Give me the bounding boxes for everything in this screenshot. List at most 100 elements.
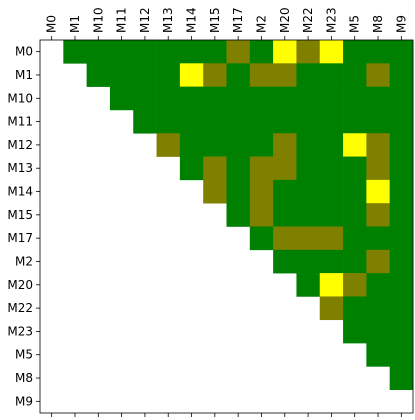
cell [273, 226, 297, 251]
cell [366, 109, 390, 134]
cell [296, 109, 321, 134]
y-tick-label: M2 [15, 254, 33, 268]
cell [273, 179, 297, 204]
cell [389, 86, 414, 111]
cell [366, 273, 390, 297]
cell [389, 296, 414, 321]
cell [133, 63, 157, 87]
cell [249, 179, 274, 204]
cell [389, 40, 414, 64]
cell [389, 109, 414, 134]
cell [343, 109, 367, 134]
x-tick-label: M13 [161, 7, 175, 33]
cell [203, 179, 227, 204]
y-tick-label: M10 [7, 91, 33, 105]
cell [296, 86, 321, 111]
cell [133, 109, 157, 134]
x-tick-label: M14 [185, 7, 199, 33]
cell [249, 156, 274, 181]
cell [319, 203, 344, 227]
cell [63, 40, 87, 64]
cell [389, 273, 414, 297]
cell [133, 86, 157, 111]
cell [179, 63, 204, 87]
cell [343, 249, 367, 274]
cell [249, 86, 274, 111]
cell [343, 133, 367, 157]
cell [389, 343, 414, 367]
cell [273, 109, 297, 134]
cell [366, 40, 390, 64]
x-tick-label: M11 [115, 7, 129, 33]
x-tick-label: M15 [208, 7, 222, 33]
cell [156, 133, 181, 157]
cell [366, 133, 390, 157]
cell [319, 249, 344, 274]
cell [109, 63, 134, 87]
x-tick-label: M1 [68, 15, 82, 33]
cell [366, 249, 390, 274]
cell [366, 343, 390, 367]
cell [273, 203, 297, 227]
y-tick-label: M20 [7, 278, 33, 292]
cell [296, 156, 321, 181]
y-tick-label: M17 [7, 231, 33, 245]
cell [156, 63, 181, 87]
y-tick-label: M8 [15, 371, 33, 385]
cell [319, 156, 344, 181]
cell [366, 156, 390, 181]
cell [226, 63, 251, 87]
y-tick-label: M12 [7, 138, 33, 152]
y-tick-label: M13 [7, 161, 33, 175]
cell [296, 273, 321, 297]
cell [389, 366, 414, 390]
cell [343, 203, 367, 227]
cell [366, 226, 390, 251]
cell [273, 86, 297, 111]
cell [366, 179, 390, 204]
cell [366, 86, 390, 111]
cell [273, 249, 297, 274]
cell [389, 179, 414, 204]
cell [273, 40, 297, 64]
cell [343, 319, 367, 344]
cell [389, 319, 414, 344]
cell [296, 249, 321, 274]
cell [389, 133, 414, 157]
cell [249, 63, 274, 87]
cell [179, 40, 204, 64]
x-tick-label: M22 [301, 7, 315, 33]
cell [109, 40, 134, 64]
cell [156, 109, 181, 134]
cell [343, 86, 367, 111]
x-tick-label: M20 [278, 7, 292, 33]
cell [319, 179, 344, 204]
y-tick-label: M1 [15, 68, 33, 82]
x-tick-label: M17 [231, 7, 245, 33]
cell [226, 203, 251, 227]
cell [133, 40, 157, 64]
y-tick-label: M11 [7, 115, 33, 129]
cell [343, 226, 367, 251]
cell [296, 179, 321, 204]
x-tick-label: M9 [394, 15, 408, 33]
cell [109, 86, 134, 111]
cell [249, 109, 274, 134]
cell [203, 133, 227, 157]
cell [319, 86, 344, 111]
x-tick-label: M23 [324, 7, 338, 33]
cell [296, 133, 321, 157]
cell [249, 133, 274, 157]
cell [179, 109, 204, 134]
cell [226, 86, 251, 111]
cell [86, 63, 111, 87]
x-tick-label: M10 [91, 7, 105, 33]
x-tick-label: M0 [45, 15, 59, 33]
plot-frame [39, 39, 414, 414]
y-tick-label: M5 [15, 348, 33, 362]
cell [226, 133, 251, 157]
x-tick-label: M2 [254, 15, 268, 33]
cell [273, 156, 297, 181]
cell [366, 319, 390, 344]
